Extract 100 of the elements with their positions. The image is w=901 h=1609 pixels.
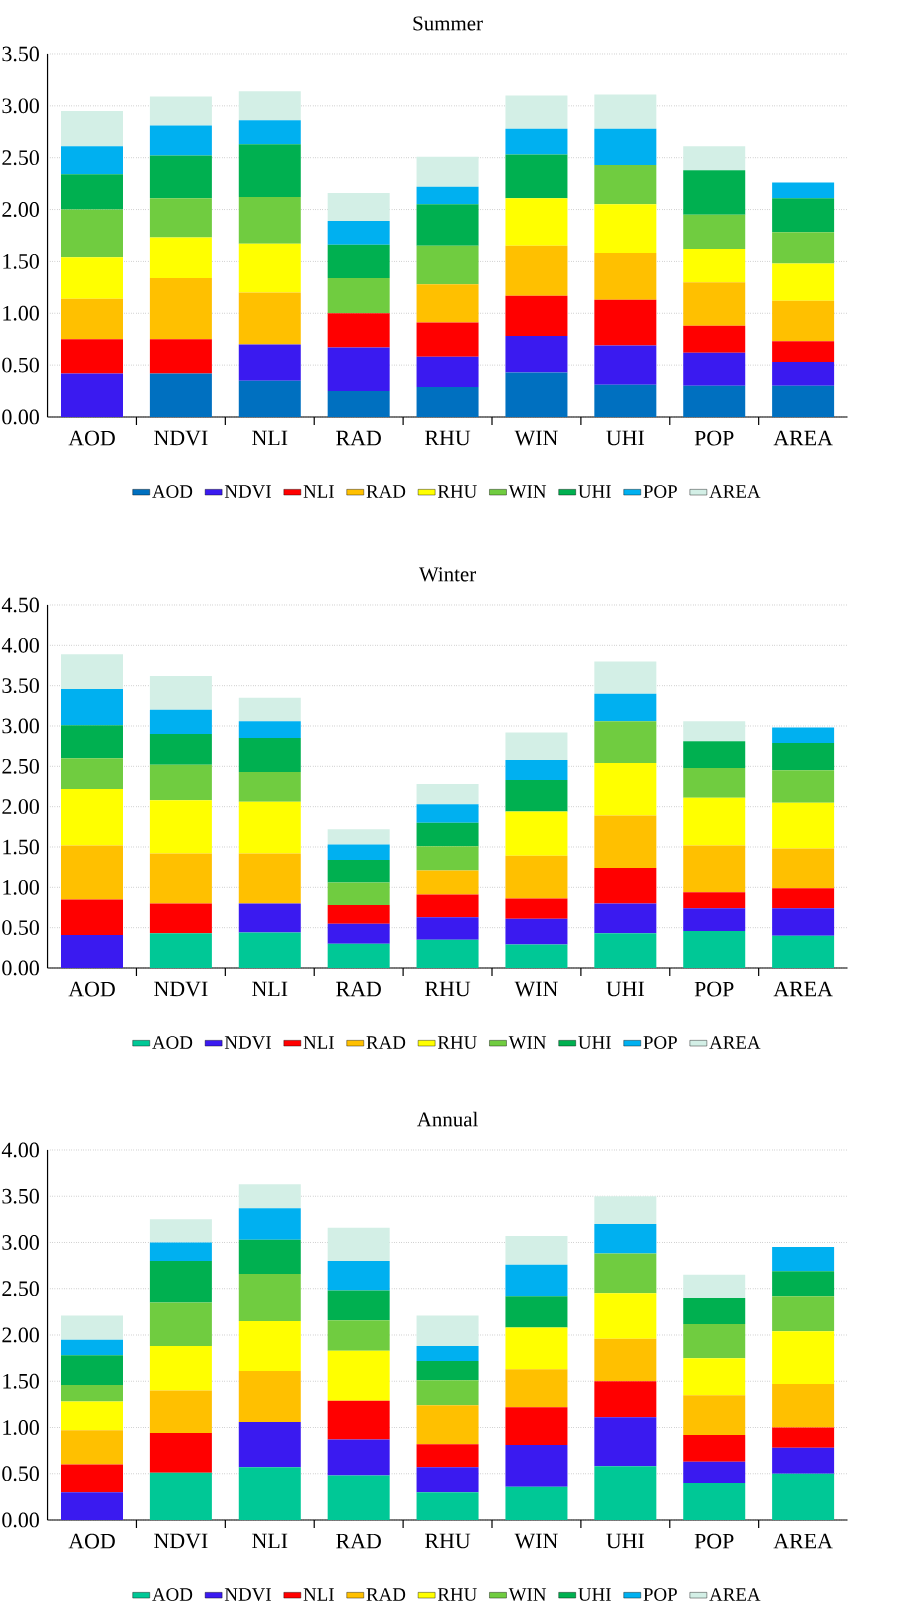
bar: [594, 763, 657, 816]
bar: [238, 144, 301, 198]
bar: [683, 1323, 746, 1359]
legend-label: UHI: [578, 485, 611, 498]
legend-label: AREA: [709, 485, 761, 498]
x-tick-label: RAD: [336, 981, 381, 997]
bar: [772, 1473, 835, 1520]
x-tick-label: AREA: [773, 430, 833, 446]
bar: [594, 661, 657, 694]
bar: [594, 1381, 657, 1418]
bar: [149, 853, 212, 904]
bar: [505, 855, 568, 899]
x-tick-label: NLI: [252, 981, 288, 997]
bar: [238, 120, 301, 145]
bar: [505, 295, 568, 337]
bar: [61, 934, 123, 968]
bar: [327, 1475, 390, 1520]
x-tick-label: WIN: [514, 430, 558, 446]
bar: [327, 391, 390, 417]
bar: [149, 96, 212, 126]
bar: [505, 918, 568, 945]
x-tick-label: NDVI: [154, 1533, 208, 1549]
bar: [772, 802, 835, 849]
x-tick-label: POP: [694, 1533, 734, 1549]
bar: [238, 197, 301, 244]
bar: [61, 899, 123, 935]
bar: [416, 917, 479, 940]
bar: [505, 898, 568, 919]
legend-label: UHI: [578, 1036, 611, 1049]
bar: [238, 1184, 301, 1209]
bar: [772, 341, 835, 363]
bar: [149, 125, 212, 156]
bar: [238, 344, 301, 381]
x-tick-label: AOD: [68, 430, 115, 446]
chart-title: Summer: [413, 16, 483, 31]
bar: [594, 164, 657, 205]
bar: [772, 848, 835, 889]
bar: [505, 128, 568, 155]
legend-label: AOD: [152, 1588, 193, 1601]
x-tick-label: AOD: [68, 981, 115, 997]
bar: [416, 822, 479, 847]
bar: [61, 339, 123, 374]
x-tick-label: NDVI: [154, 981, 208, 997]
bar: [238, 1239, 301, 1274]
legend-label: RHU: [437, 1588, 477, 1601]
bar: [61, 654, 123, 689]
bar: [505, 1236, 568, 1265]
legend-label: AREA: [709, 1036, 761, 1049]
bar: [683, 797, 746, 846]
bar: [327, 1350, 390, 1401]
bar: [327, 923, 390, 944]
bar: [594, 1466, 657, 1520]
bar: [61, 174, 123, 210]
bar: [772, 1296, 835, 1332]
y-tick-label: 4.00: [1, 1142, 39, 1158]
bar: [238, 1208, 301, 1240]
bar: [505, 245, 568, 296]
y-tick-label: 1.00: [3, 1420, 39, 1435]
bar: [683, 845, 746, 893]
bar: [238, 801, 301, 854]
bar: [594, 1338, 657, 1382]
bar: [772, 888, 835, 909]
bar: [594, 345, 657, 385]
bar: [683, 930, 746, 968]
y-tick-label: 3.50: [2, 46, 39, 62]
bar: [149, 339, 212, 374]
bar: [149, 1242, 212, 1261]
bar: [238, 1371, 301, 1422]
bar: [327, 1227, 390, 1261]
bar: [238, 91, 301, 121]
bar: [594, 903, 657, 934]
bar: [149, 709, 212, 735]
bar: [416, 1405, 479, 1445]
legend-label: NDVI: [224, 1588, 271, 1601]
y-tick-label: 2.50: [2, 150, 39, 166]
bar: [772, 1331, 835, 1385]
y-tick-label: 1.00: [3, 879, 39, 895]
bar: [416, 322, 479, 357]
y-tick-label: 3.50: [2, 1188, 39, 1204]
bar: [505, 1445, 568, 1487]
bar: [238, 903, 301, 933]
bar: [594, 815, 657, 868]
bar: [327, 278, 390, 314]
bar: [594, 1293, 657, 1339]
y-tick-label: 2.50: [2, 758, 39, 774]
y-tick-label: 1.50: [3, 839, 39, 855]
bar: [683, 248, 746, 283]
bar: [594, 204, 657, 254]
bar: [683, 385, 746, 417]
bar: [683, 146, 746, 171]
bar: [683, 767, 746, 798]
bar: [61, 257, 123, 299]
y-tick-label: 2.00: [2, 799, 39, 815]
legend-label: NLI: [303, 1036, 334, 1049]
bar: [772, 908, 835, 936]
bar: [149, 734, 212, 765]
bar: [416, 870, 479, 895]
bar: [505, 154, 568, 199]
bar: [61, 1339, 123, 1356]
bar: [505, 811, 568, 856]
